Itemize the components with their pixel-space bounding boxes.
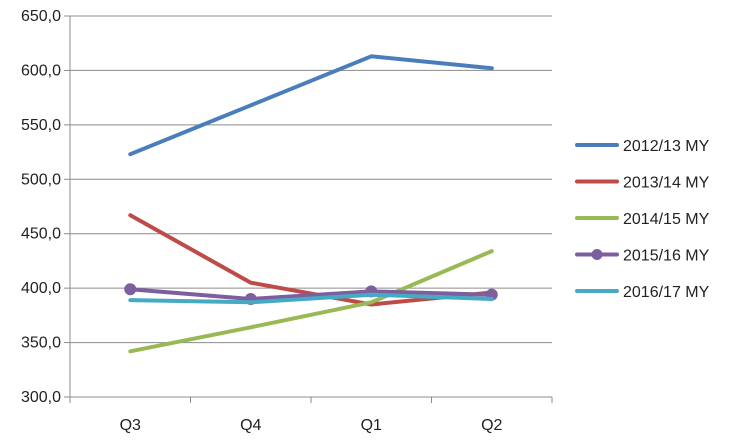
legend-label: 2014/15 MY: [623, 211, 710, 228]
legend-item: 2015/16 MY: [575, 248, 710, 265]
x-tick-label: Q3: [120, 417, 141, 434]
legend-item: 2014/15 MY: [575, 211, 710, 228]
x-tick-label: Q4: [240, 417, 261, 434]
series-lines: [124, 54, 498, 354]
y-tick-label: 500,0: [21, 171, 61, 188]
series-line: [128, 292, 494, 305]
legend-label: 2016/17 MY: [623, 284, 710, 301]
series-2014-15-my: [128, 249, 494, 354]
y-tick-label: 400,0: [21, 280, 61, 297]
y-axis-tick-labels: 300,0 350,0 400,0 450,0 500,0 550,0 600,0 650,0: [21, 8, 61, 406]
series-2015-16-my: [124, 283, 498, 306]
series-line: [128, 54, 494, 157]
legend-item: 2012/13 MY: [575, 138, 710, 155]
series-2013-14-my: [128, 213, 494, 307]
series-2012-13-my: [128, 54, 494, 157]
gridlines: [70, 15, 552, 344]
legend-marker: [591, 249, 603, 260]
x-tick-label: Q2: [481, 417, 502, 434]
series-line: [128, 287, 494, 301]
x-axis-tick-labels: Q3 Q4 Q1 Q2: [120, 417, 503, 434]
x-tick-label: Q1: [361, 417, 382, 434]
y-tick-label: 650,0: [21, 8, 61, 25]
y-tick-label: 450,0: [21, 226, 61, 243]
data-point: [124, 283, 137, 296]
legend-label: 2013/14 MY: [623, 175, 710, 192]
legend-item: 2013/14 MY: [575, 175, 710, 192]
axes: [64, 15, 553, 403]
y-tick-label: 550,0: [21, 117, 61, 134]
legend-label: 2012/13 MY: [623, 138, 710, 155]
y-tick-label: 600,0: [21, 62, 61, 79]
series-2016-17-my: [128, 292, 494, 305]
series-line: [128, 249, 494, 354]
y-tick-label: 350,0: [21, 335, 61, 352]
y-tick-label: 300,0: [21, 389, 61, 406]
legend-label: 2015/16 MY: [623, 248, 710, 265]
legend-item: 2016/17 MY: [575, 284, 710, 301]
legend: 2012/13 MY 2013/14 MY 2014/15 MY 2015/16 MY…: [575, 138, 710, 301]
series-line: [128, 213, 494, 307]
